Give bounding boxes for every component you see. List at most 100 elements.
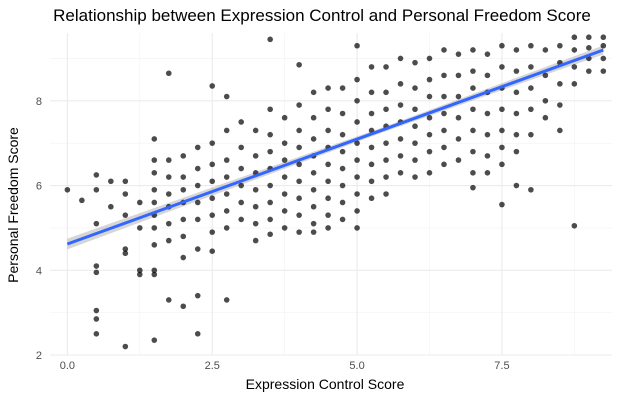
scatter-point	[238, 182, 244, 189]
scatter-point	[325, 195, 331, 202]
scatter-point	[383, 106, 389, 113]
scatter-point	[252, 153, 259, 159]
scatter-point	[441, 72, 447, 79]
scatter-point	[397, 102, 404, 108]
fit-line	[66, 48, 604, 246]
scatter-points	[64, 34, 607, 350]
scatter-point	[484, 51, 491, 57]
scatter-point	[397, 55, 404, 62]
scatter-point	[267, 148, 273, 155]
scatter-point	[412, 85, 418, 91]
scatter-point	[165, 220, 172, 227]
scatter-point	[180, 303, 187, 310]
scatter-point	[223, 93, 230, 100]
scatter-point	[310, 229, 317, 235]
scatter-point	[194, 216, 201, 223]
scatter-point	[238, 165, 244, 172]
scatter-point	[165, 174, 172, 180]
scatter-point	[586, 34, 592, 41]
scatter-point	[455, 157, 462, 163]
scatter-point	[194, 292, 201, 299]
y-axis-tick-labels: 2 4 6 8	[36, 96, 42, 362]
scatter-point	[484, 131, 491, 138]
scatter-point	[455, 136, 462, 142]
scatter-point	[412, 106, 418, 113]
scatter-point	[165, 237, 172, 244]
scatter-point	[151, 186, 158, 193]
scatter-point	[354, 42, 360, 49]
scatter-point	[209, 195, 216, 202]
scatter-point	[93, 307, 100, 314]
scatter-point	[586, 68, 592, 74]
scatter-point	[383, 140, 389, 146]
scatter-point	[281, 174, 288, 180]
y-tick-label: 6	[36, 181, 42, 193]
scatter-point	[310, 114, 317, 121]
scatter-point	[223, 157, 230, 163]
scatter-point	[542, 97, 549, 104]
scatter-point	[441, 144, 447, 151]
scatter-point	[180, 216, 187, 223]
scatter-point	[354, 97, 360, 104]
scatter-point	[513, 47, 520, 53]
scatter-point	[325, 161, 331, 168]
scatter-point	[223, 297, 230, 303]
scatter-point	[209, 229, 216, 235]
scatter-point	[484, 110, 491, 117]
scatter-point	[151, 337, 158, 343]
scatter-point	[122, 343, 129, 350]
scatter-point	[441, 127, 447, 134]
scatter-point	[600, 68, 607, 74]
scatter-point	[571, 47, 578, 53]
scatter-point	[137, 225, 143, 231]
scatter-point	[296, 144, 302, 151]
scatter-point	[223, 174, 230, 180]
scatter-point	[310, 89, 317, 96]
scatter-point	[267, 199, 273, 206]
scatter-point	[557, 42, 563, 49]
scatter-point	[238, 119, 244, 125]
y-axis-title: Personal Freedom Score	[5, 127, 21, 283]
scatter-point	[281, 114, 288, 121]
scatter-point	[281, 225, 288, 231]
scatter-point	[93, 220, 100, 227]
scatter-point	[310, 186, 317, 193]
scatter-point	[499, 127, 505, 134]
scatter-point	[151, 136, 158, 142]
scatter-point	[281, 157, 288, 163]
scatter-point	[252, 203, 259, 210]
scatter-point	[267, 131, 273, 138]
scatter-point	[426, 55, 433, 62]
scatter-point	[238, 216, 244, 223]
scatter-point	[470, 47, 476, 53]
y-tick-label: 2	[36, 350, 42, 362]
scatter-point	[571, 81, 578, 87]
scatter-point	[252, 186, 259, 193]
scatter-point	[426, 131, 433, 138]
scatter-point	[600, 34, 607, 41]
scatter-point	[122, 191, 129, 197]
scatter-point	[310, 220, 317, 227]
scatter-point	[368, 195, 375, 202]
scatter-point	[499, 42, 505, 49]
scatter-point	[165, 297, 172, 303]
scatter-point	[209, 140, 216, 146]
scatter-point	[354, 157, 360, 163]
scatter-point	[209, 212, 216, 218]
scatter-point	[281, 208, 288, 214]
scatter-point	[368, 161, 375, 168]
scatter-point	[339, 182, 346, 189]
scatter-point	[455, 51, 462, 57]
scatter-point	[513, 131, 520, 138]
scatter-point	[412, 123, 418, 130]
scatter-point	[252, 220, 259, 227]
scatter-point	[455, 93, 462, 100]
scatter-point	[151, 271, 158, 278]
scatter-point	[441, 161, 447, 168]
scatter-point	[194, 144, 201, 151]
scatter-point	[339, 110, 346, 117]
scatter-point	[426, 76, 433, 83]
scatter-point	[470, 127, 476, 134]
scatter-point	[122, 212, 129, 218]
scatter-point	[368, 178, 375, 185]
